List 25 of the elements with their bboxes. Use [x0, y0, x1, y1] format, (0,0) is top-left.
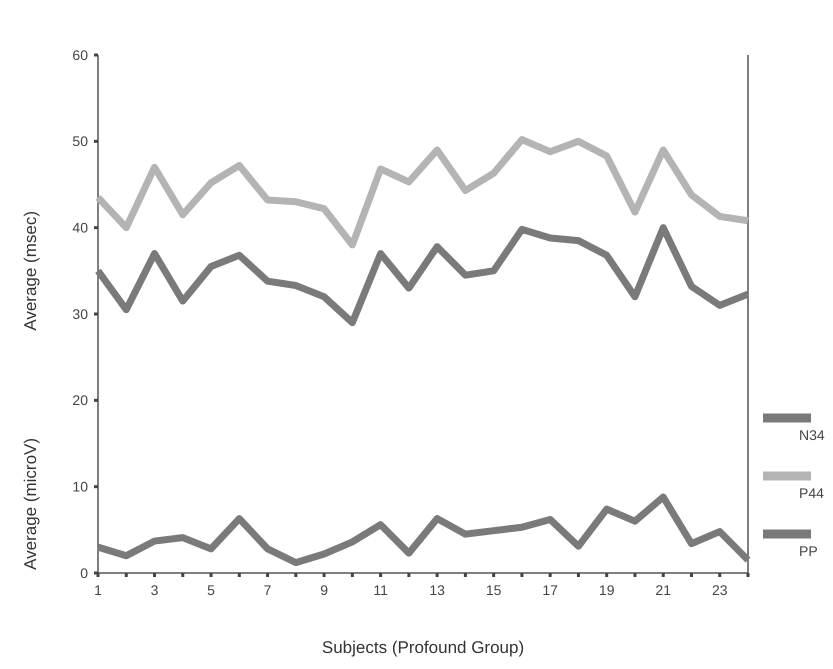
x-axis-title: Subjects (Profound Group): [322, 638, 524, 657]
x-tick-label: 19: [598, 582, 615, 598]
text: Average (microV): [21, 438, 40, 570]
y-tick-label: 60: [72, 46, 88, 63]
y-tick-label: 40: [72, 220, 88, 236]
legend-label: P44: [799, 485, 824, 501]
x-tick-label: 21: [655, 582, 672, 598]
x-tick-label: 9: [320, 582, 328, 598]
x-tick-label: 3: [150, 582, 159, 598]
y-tick-label: 20: [72, 392, 88, 408]
x-tick-label: 5: [207, 582, 216, 598]
x-tick-label: 13: [429, 582, 446, 598]
legend-label: N34: [799, 427, 825, 443]
x-tick-label: 11: [373, 582, 388, 598]
x-tick-label: 15: [486, 582, 502, 598]
y-axis-title: Average (msec): [21, 210, 40, 331]
y-tick-label: 50: [72, 133, 88, 150]
x-tick-label: 23: [712, 582, 728, 598]
x-tick-label: 1: [94, 582, 102, 598]
y-tick-label: 0: [80, 564, 88, 581]
x-tick-label: 7: [264, 582, 272, 598]
x-tick-label: 17: [542, 582, 558, 598]
y-tick-label: 10: [72, 478, 88, 495]
y-tick-label: 30: [72, 306, 88, 322]
legend-label: PP: [799, 543, 818, 559]
